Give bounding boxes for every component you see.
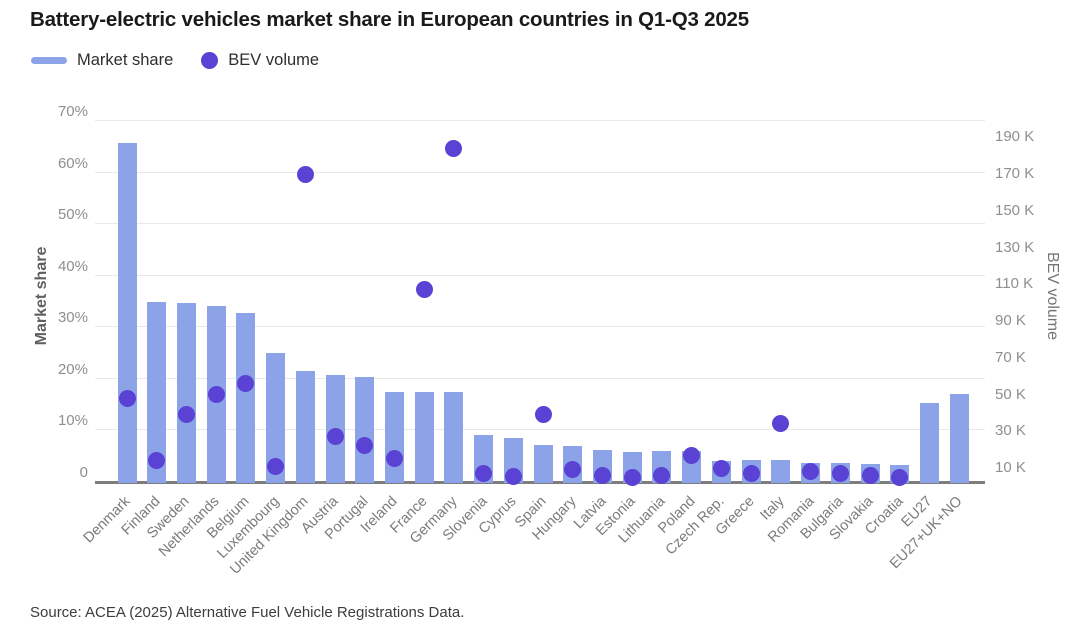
bar-ireland	[384, 392, 404, 483]
dot-croatia	[891, 468, 909, 486]
right-axis-tick-label: 150 K	[995, 201, 1035, 219]
gridline	[95, 429, 985, 431]
gridline	[95, 120, 985, 121]
dot-slovakia	[861, 466, 879, 484]
bar-italy	[771, 459, 791, 483]
dot-ireland	[385, 450, 403, 468]
bar-luxembourg	[266, 352, 286, 483]
chart-title: Battery-electric vehicles market share i…	[30, 8, 749, 31]
right-axis-tick-label: 110 K	[995, 275, 1034, 293]
dot-poland	[683, 446, 701, 464]
y-axis-tick-label: 50%	[57, 206, 88, 224]
legend-item-bev-volume: BEV volume	[201, 51, 319, 70]
dot-netherlands	[207, 386, 225, 404]
dot-france	[415, 281, 433, 299]
bar-denmark	[117, 142, 137, 483]
dot-austria	[326, 428, 344, 446]
dot-finland	[148, 452, 166, 470]
bar-swatch-icon	[31, 57, 67, 64]
bar-spain	[533, 445, 553, 483]
right-axis-tick-label: 30 K	[995, 422, 1026, 440]
dot-germany	[445, 139, 463, 157]
y-axis-tick-label: 40%	[57, 257, 88, 275]
bar-germany	[444, 392, 464, 483]
bar-portugal	[355, 376, 375, 483]
bar-united-kingdom	[295, 370, 315, 483]
dot-romania	[802, 463, 820, 481]
dot-united-kingdom	[296, 165, 314, 183]
dot-latvia	[594, 466, 612, 484]
dot-denmark	[118, 389, 136, 407]
dot-spain	[534, 406, 552, 424]
dot-belgium	[237, 375, 255, 393]
bar-finland	[147, 301, 167, 483]
y-axis-tick-label: 60%	[57, 154, 88, 172]
gridline	[95, 274, 985, 276]
dot-hungary	[564, 461, 582, 479]
bar-eu27	[919, 403, 939, 483]
circle-swatch-icon	[201, 52, 219, 69]
legend: Market share BEV volume	[31, 51, 319, 70]
dot-italy	[772, 415, 790, 433]
bar-belgium	[236, 312, 256, 483]
right-axis-tick-label: 190 K	[995, 128, 1035, 146]
gridline	[95, 326, 985, 328]
bar-france	[414, 392, 434, 483]
dot-czech-rep	[712, 459, 730, 477]
dot-sweden	[177, 406, 195, 424]
right-axis-tick-label: 50 K	[995, 385, 1026, 403]
legend-label-market-share: Market share	[77, 51, 174, 69]
legend-item-market-share: Market share	[31, 51, 173, 70]
y-axis-tick-label: 70%	[57, 103, 88, 120]
bar-sweden	[176, 303, 196, 483]
bar-eu27-uk-no	[949, 393, 969, 483]
gridline	[95, 171, 985, 173]
right-axis-tick-label: 10 K	[995, 459, 1026, 476]
y-axis-tick-label: 0	[79, 464, 88, 481]
left-axis-title: Market share	[33, 246, 50, 346]
dot-portugal	[356, 437, 374, 455]
right-axis-tick-label: 170 K	[995, 165, 1035, 183]
right-axis-tick-label: 130 K	[995, 238, 1035, 256]
right-axis-title: BEV volume	[1044, 251, 1061, 341]
dot-lithuania	[653, 466, 671, 484]
dot-luxembourg	[267, 457, 285, 475]
gridline	[95, 377, 985, 379]
dot-greece	[742, 465, 760, 482]
legend-label-bev-volume: BEV volume	[228, 51, 320, 69]
dot-cyprus	[504, 467, 522, 485]
y-axis-tick-label: 30%	[57, 309, 88, 327]
y-axis-tick-label: 20%	[57, 360, 88, 378]
right-axis-tick-label: 70 K	[995, 348, 1026, 366]
dot-slovenia	[475, 465, 493, 482]
right-axis-tick-label: 90 K	[995, 312, 1026, 330]
y-axis-tick-label: 10%	[57, 412, 88, 430]
source-note: Source: ACEA (2025) Alternative Fuel Veh…	[30, 604, 465, 621]
dot-bulgaria	[831, 465, 849, 482]
dot-estonia	[623, 468, 641, 486]
gridline	[95, 223, 985, 225]
